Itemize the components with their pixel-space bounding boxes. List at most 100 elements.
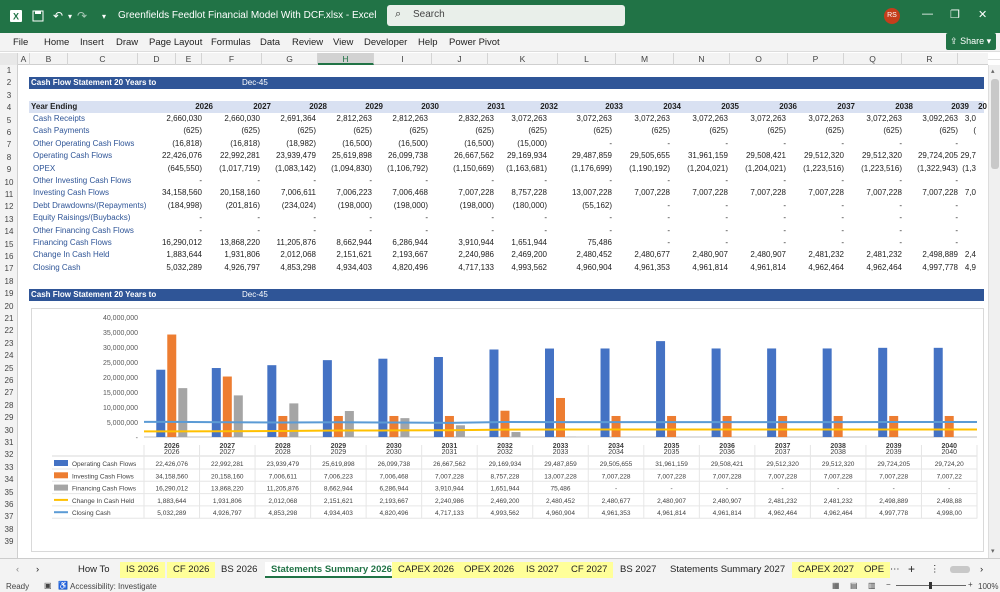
sheet-tab-cf-2027[interactable]: CF 2027: [565, 562, 614, 578]
bar-investing-cash-flows[interactable]: [778, 415, 788, 437]
menu-home[interactable]: Home: [44, 37, 70, 48]
table-cell[interactable]: 29,724,205: [917, 151, 958, 161]
table-cell[interactable]: -: [491, 213, 494, 223]
table-cell[interactable]: 1,651,944: [511, 238, 547, 247]
table-cell[interactable]: 7,007,228: [750, 188, 786, 198]
table-cell[interactable]: 2,469,200: [511, 250, 547, 260]
page-break-view-icon[interactable]: ▥: [868, 581, 876, 590]
menu-page-layout[interactable]: Page Layout: [149, 37, 203, 48]
table-cell[interactable]: -: [609, 213, 612, 223]
table-cell[interactable]: 4,820,496: [392, 262, 428, 272]
minimize-icon[interactable]: —: [922, 8, 933, 20]
table-cell[interactable]: 4,961,353: [634, 262, 670, 272]
table-cell[interactable]: 2,480,677: [634, 250, 670, 260]
bar-operating-cash-flows[interactable]: [656, 341, 666, 437]
table-cell[interactable]: 2,193,667: [392, 250, 428, 260]
row-header-26[interactable]: 26: [4, 376, 14, 385]
bar-investing-cash-flows[interactable]: [167, 334, 177, 437]
table-cell[interactable]: -: [667, 238, 670, 247]
table-cell[interactable]: (625): [353, 126, 372, 136]
table-cell[interactable]: 29,512,320: [803, 151, 844, 161]
table-cell[interactable]: 3,072,263: [866, 114, 902, 123]
table-cell[interactable]: -: [725, 238, 728, 247]
row-header-17[interactable]: 17: [4, 264, 14, 274]
table-cell[interactable]: 2,480,907: [692, 250, 728, 260]
bar-operating-cash-flows[interactable]: [489, 349, 499, 437]
table-cell[interactable]: (: [973, 126, 976, 136]
row-header-11[interactable]: 11: [4, 190, 14, 199]
column-header-H[interactable]: H: [318, 53, 374, 65]
row-header-39[interactable]: 39: [4, 537, 14, 547]
table-cell[interactable]: (16,500): [464, 138, 494, 148]
table-cell[interactable]: (1,223,516): [861, 163, 902, 173]
row-header-22[interactable]: 22: [4, 326, 14, 336]
table-cell[interactable]: 4,962,464: [808, 262, 844, 272]
sheet-tab-cf-2026[interactable]: CF 2026: [167, 562, 216, 578]
row-header-8[interactable]: 8: [6, 152, 12, 162]
table-cell[interactable]: -: [955, 213, 958, 223]
table-cell[interactable]: 3,072,263: [511, 114, 547, 123]
tab-more-icon[interactable]: ⋯: [890, 564, 900, 575]
table-cell[interactable]: -: [425, 176, 428, 185]
table-cell[interactable]: 13,007,228: [571, 188, 612, 198]
menu-help[interactable]: Help: [418, 37, 438, 48]
table-cell[interactable]: 4,853,298: [280, 262, 316, 272]
table-cell[interactable]: -: [609, 176, 612, 185]
table-cell[interactable]: (1,223,516): [803, 163, 844, 173]
table-cell[interactable]: 2,481,232: [866, 250, 902, 260]
table-cell[interactable]: -: [955, 238, 958, 247]
sheet-tab-is-2026[interactable]: IS 2026: [120, 562, 165, 578]
bar-investing-cash-flows[interactable]: [278, 415, 288, 437]
bar-financing-cash-flows[interactable]: [344, 411, 354, 437]
table-cell[interactable]: -: [899, 138, 902, 148]
row-header-19[interactable]: 19: [4, 289, 14, 299]
row-header-1[interactable]: 1: [6, 66, 12, 75]
worksheet-grid[interactable]: Cash Flow Statement 20 Years to Dec-45 Y…: [18, 65, 988, 558]
table-cell[interactable]: 2,151,621: [336, 250, 372, 260]
zoom-in-icon[interactable]: +: [968, 580, 973, 589]
table-cell[interactable]: 8,757,228: [511, 188, 547, 198]
table-cell[interactable]: (198,000): [393, 200, 428, 210]
table-cell[interactable]: 2,812,263: [392, 114, 428, 123]
table-cell[interactable]: -: [609, 138, 612, 148]
table-cell[interactable]: 16,290,012: [161, 238, 202, 247]
table-cell[interactable]: 22,992,281: [219, 151, 260, 161]
bar-investing-cash-flows[interactable]: [833, 415, 843, 437]
table-cell[interactable]: -: [783, 238, 786, 247]
table-cell[interactable]: 29,505,655: [629, 151, 670, 161]
table-cell[interactable]: 29,487,859: [571, 151, 612, 161]
column-header-I[interactable]: I: [374, 53, 432, 65]
bar-operating-cash-flows[interactable]: [711, 348, 721, 437]
table-cell[interactable]: 22,426,076: [161, 151, 202, 161]
table-cell[interactable]: -: [783, 213, 786, 223]
column-header-K[interactable]: K: [488, 53, 558, 65]
normal-view-icon[interactable]: ▦: [832, 581, 840, 590]
table-cell[interactable]: 3,072,263: [692, 114, 728, 123]
table-cell[interactable]: 3,072,263: [576, 114, 612, 123]
bar-financing-cash-flows[interactable]: [400, 418, 410, 437]
table-cell[interactable]: (1,094,830): [331, 163, 372, 173]
vertical-scrollbar[interactable]: ▴ ▾: [988, 65, 1000, 558]
table-cell[interactable]: -: [199, 225, 202, 235]
bar-operating-cash-flows[interactable]: [267, 365, 277, 437]
row-header-28[interactable]: 28: [4, 400, 14, 410]
table-cell[interactable]: -: [369, 225, 372, 235]
table-cell[interactable]: (625): [409, 126, 428, 136]
table-cell[interactable]: 29,512,320: [861, 151, 902, 161]
table-cell[interactable]: -: [725, 138, 728, 148]
table-cell[interactable]: -: [725, 176, 728, 185]
table-cell[interactable]: 2,480,452: [576, 250, 612, 260]
column-header-F[interactable]: F: [202, 53, 262, 65]
new-sheet-icon[interactable]: +: [908, 562, 916, 576]
row-header-21[interactable]: 21: [4, 314, 14, 323]
macro-record-icon[interactable]: ▣: [44, 581, 52, 590]
sheet-tab-capex-2026[interactable]: CAPEX 2026: [392, 562, 460, 578]
tab-scroll-right-icon[interactable]: ›: [36, 564, 40, 575]
row-header-6[interactable]: 6: [6, 128, 12, 137]
row-header-18[interactable]: 18: [4, 276, 14, 286]
table-cell[interactable]: -: [841, 138, 844, 148]
table-cell[interactable]: -: [257, 225, 260, 235]
row-header-25[interactable]: 25: [4, 363, 14, 373]
bar-operating-cash-flows[interactable]: [322, 360, 332, 437]
table-cell[interactable]: 29,7: [960, 151, 976, 161]
